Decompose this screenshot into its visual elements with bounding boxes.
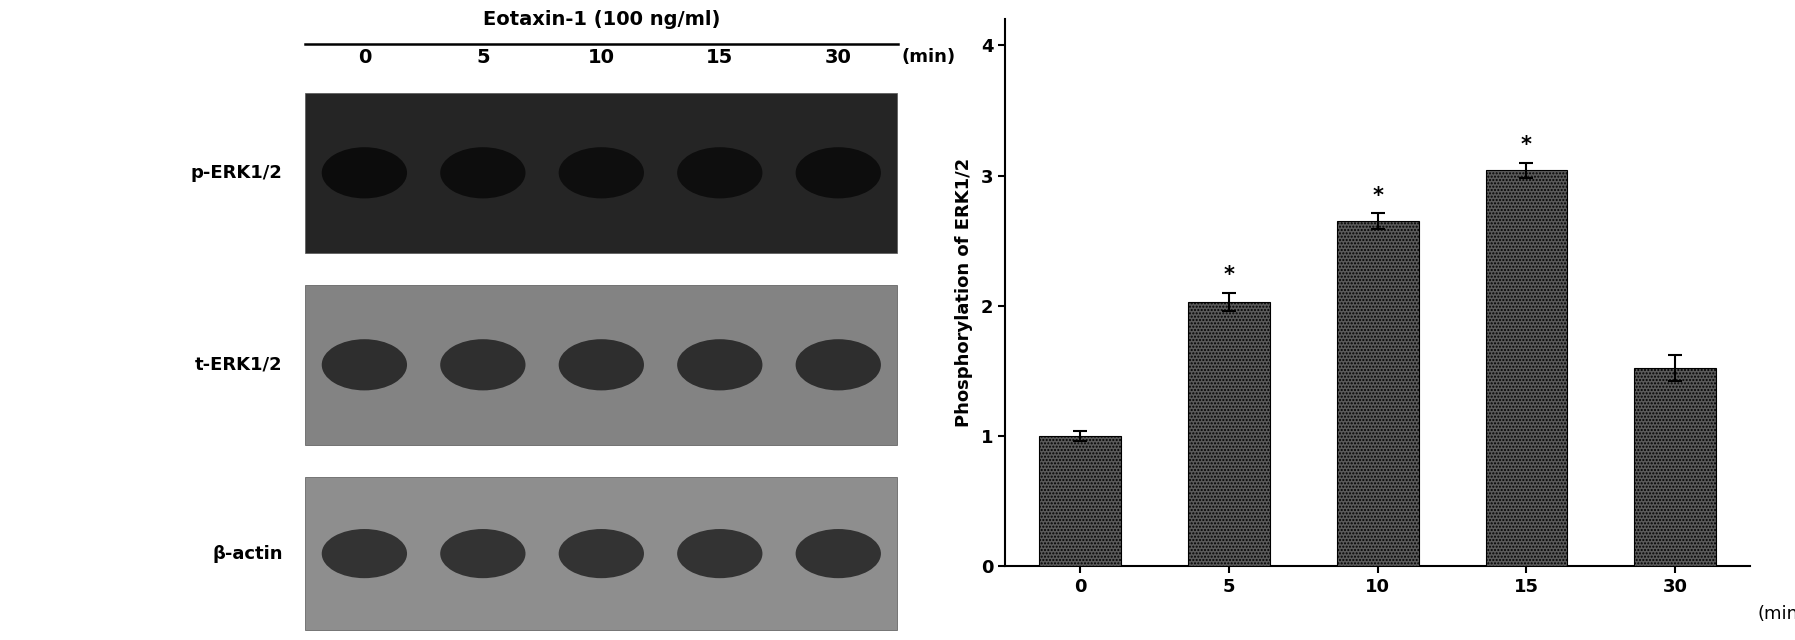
Text: (min): (min): [903, 48, 957, 66]
Text: *: *: [1224, 265, 1235, 285]
Text: p-ERK1/2: p-ERK1/2: [190, 164, 284, 182]
Text: 15: 15: [705, 48, 734, 67]
Text: *: *: [1371, 186, 1384, 205]
Text: (min): (min): [1757, 605, 1795, 623]
Y-axis label: Phosphorylation of ERK1/2: Phosphorylation of ERK1/2: [955, 158, 973, 428]
Ellipse shape: [558, 529, 644, 578]
Text: 10: 10: [587, 48, 616, 67]
Bar: [1486, 170, 1567, 566]
Bar: [1188, 302, 1269, 566]
Bar: [305, 477, 898, 630]
Bar: [1039, 436, 1120, 566]
Ellipse shape: [440, 529, 526, 578]
Ellipse shape: [321, 147, 407, 198]
Text: t-ERK1/2: t-ERK1/2: [196, 356, 284, 374]
Ellipse shape: [440, 339, 526, 390]
Ellipse shape: [677, 147, 763, 198]
Bar: [1635, 369, 1716, 566]
Ellipse shape: [795, 147, 881, 198]
Bar: [305, 285, 898, 445]
Text: *: *: [1520, 134, 1531, 155]
Ellipse shape: [321, 529, 407, 578]
Text: β-actin: β-actin: [212, 545, 284, 563]
Ellipse shape: [795, 339, 881, 390]
Text: Eotaxin-1 (100 ng/ml): Eotaxin-1 (100 ng/ml): [483, 10, 720, 29]
Bar: [305, 93, 898, 253]
Ellipse shape: [558, 339, 644, 390]
Text: 0: 0: [357, 48, 372, 67]
Text: 30: 30: [826, 48, 851, 67]
Ellipse shape: [440, 147, 526, 198]
Bar: [1337, 221, 1418, 566]
Ellipse shape: [795, 529, 881, 578]
Text: 5: 5: [476, 48, 490, 67]
Ellipse shape: [558, 147, 644, 198]
Ellipse shape: [321, 339, 407, 390]
Ellipse shape: [677, 339, 763, 390]
Ellipse shape: [677, 529, 763, 578]
